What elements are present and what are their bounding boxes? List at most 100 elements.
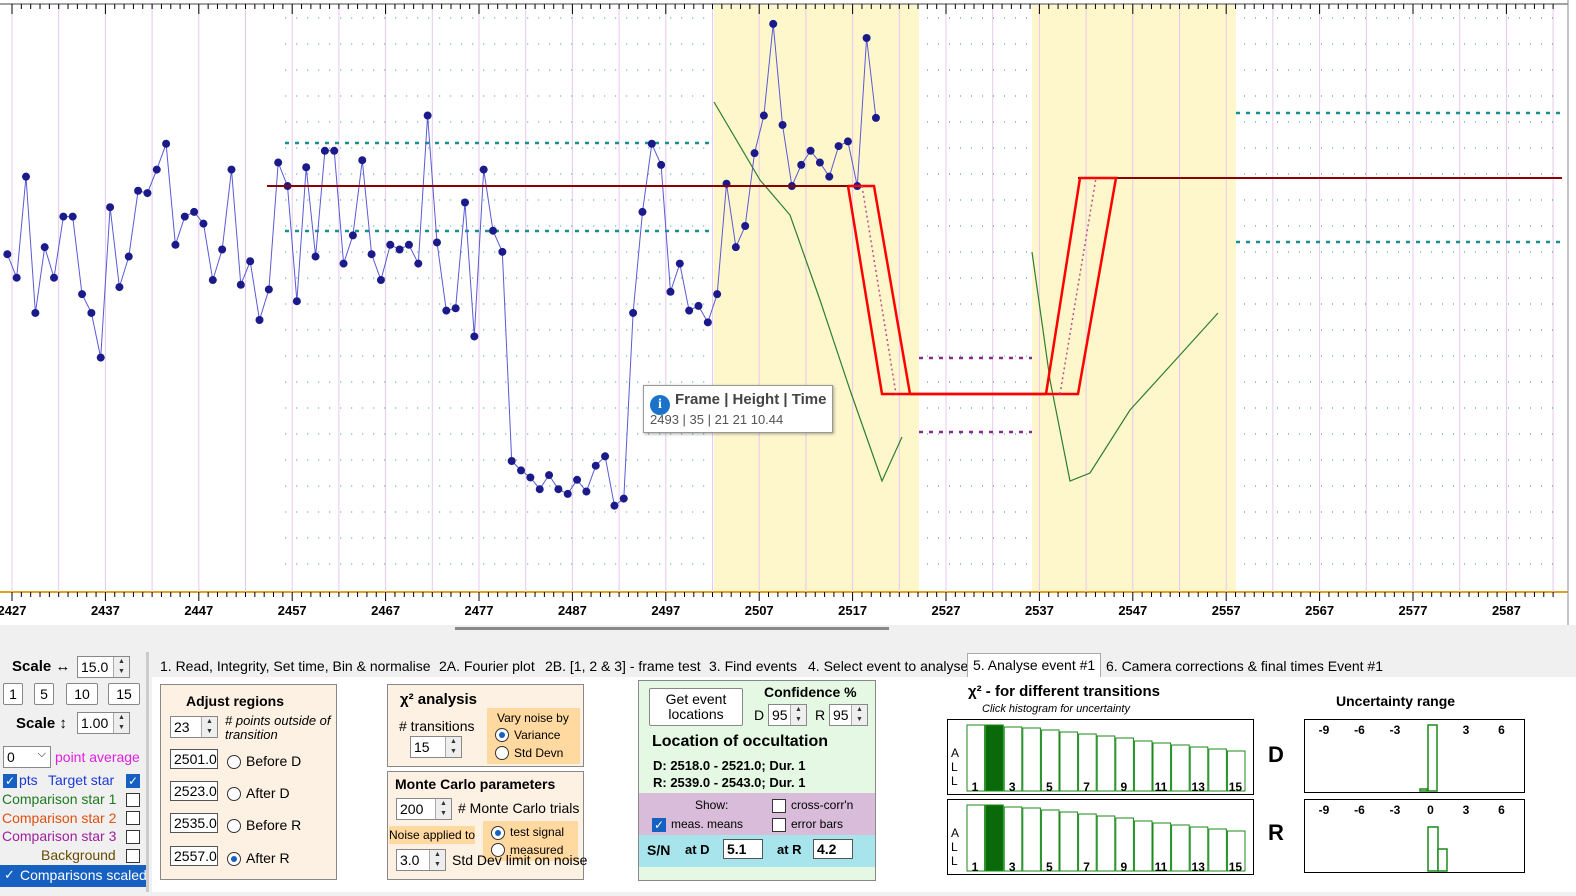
- data-point[interactable]: [106, 203, 115, 212]
- histogram-bar[interactable]: [1003, 726, 1023, 792]
- confidence-r-spinner[interactable]: 95 ▲ ▼: [829, 704, 868, 726]
- data-point[interactable]: [685, 306, 694, 315]
- point-average-select[interactable]: 0 ⌵: [3, 746, 51, 768]
- histogram-bar[interactable]: [1189, 826, 1209, 872]
- data-point[interactable]: [871, 113, 880, 122]
- data-point[interactable]: [591, 461, 600, 470]
- data-point[interactable]: [629, 308, 638, 317]
- data-point[interactable]: [470, 332, 479, 341]
- data-point[interactable]: [414, 259, 423, 268]
- before-r-radio[interactable]: [227, 819, 241, 833]
- spinner-arrows-icon[interactable]: ▲ ▼: [113, 713, 129, 733]
- chi-histogram-r[interactable]: ALL 1 3 5 7 9 11 13 15: [947, 799, 1254, 875]
- data-point[interactable]: [171, 240, 180, 249]
- histogram-bar[interactable]: [1226, 830, 1246, 872]
- data-point[interactable]: [834, 142, 843, 151]
- background-checkbox[interactable]: [126, 849, 140, 863]
- histogram-bar[interactable]: [985, 724, 1004, 792]
- spinner-arrows-icon[interactable]: ▲ ▼: [851, 705, 867, 725]
- histogram-d-bars[interactable]: ALL 1 3 5 7 9 11 13 15: [951, 724, 1246, 794]
- data-point[interactable]: [647, 139, 656, 148]
- data-point[interactable]: [292, 297, 301, 306]
- data-point[interactable]: [601, 452, 610, 461]
- spinner-arrows-icon[interactable]: ▲ ▼: [201, 717, 217, 737]
- variance-radio[interactable]: [495, 728, 509, 742]
- data-point[interactable]: [255, 316, 264, 324]
- histogram-bar[interactable]: [1152, 822, 1172, 872]
- stddev-limit-spinner[interactable]: 3.0 ▲ ▼: [396, 849, 446, 871]
- tab-select-event[interactable]: 4. Select event to analyse: [808, 658, 969, 674]
- after-d-field[interactable]: 2523.0: [170, 781, 218, 801]
- data-point[interactable]: [657, 160, 666, 169]
- data-point[interactable]: [451, 304, 460, 313]
- data-point[interactable]: [507, 457, 516, 465]
- data-point[interactable]: [12, 273, 21, 282]
- quick-15-button[interactable]: 15: [108, 683, 140, 705]
- histogram-bar[interactable]: [966, 724, 986, 792]
- histogram-bar[interactable]: [1096, 735, 1116, 792]
- histogram-bar[interactable]: [1115, 737, 1134, 792]
- data-point[interactable]: [302, 163, 311, 172]
- data-point[interactable]: [199, 219, 208, 228]
- data-point[interactable]: [395, 245, 404, 254]
- data-point[interactable]: [143, 189, 152, 198]
- error-bars-checkbox[interactable]: [772, 818, 786, 832]
- data-point[interactable]: [404, 240, 413, 249]
- data-point[interactable]: [423, 111, 432, 120]
- chi-histogram-d[interactable]: ALL 1 3 5 7 9 11 13 15: [947, 719, 1254, 795]
- quick-1-button[interactable]: 1: [3, 683, 23, 705]
- data-point[interactable]: [694, 301, 703, 310]
- scale-v-spinner[interactable]: 1.00 ▲ ▼: [77, 712, 130, 734]
- data-point[interactable]: [517, 466, 526, 475]
- pts-checkbox[interactable]: ✓: [3, 774, 17, 788]
- measured-radio[interactable]: [491, 843, 505, 857]
- data-point[interactable]: [208, 276, 217, 285]
- spinner-arrows-icon[interactable]: ▲ ▼: [445, 737, 461, 757]
- data-point[interactable]: [320, 146, 329, 155]
- histogram-bar[interactable]: [1115, 817, 1134, 872]
- comparison-1-checkbox[interactable]: [126, 793, 140, 807]
- histogram-bar[interactable]: [1059, 811, 1079, 872]
- data-point[interactable]: [115, 283, 124, 292]
- data-point[interactable]: [769, 19, 778, 28]
- std-devn-radio[interactable]: [495, 746, 509, 760]
- histogram-bar[interactable]: [1171, 824, 1190, 872]
- tab-frame-test[interactable]: 2B. [1, 2 & 3] - frame test: [545, 658, 701, 674]
- light-curve-plot[interactable]: 2427 2437 2447 2457 2467 2477 2487 2497 2507 2517…: [0, 0, 1576, 625]
- data-point[interactable]: [367, 250, 376, 259]
- tab-camera-corrections[interactable]: 6. Camera corrections & final times Even…: [1106, 658, 1384, 674]
- data-point[interactable]: [348, 231, 357, 240]
- histogram-bar[interactable]: [1096, 815, 1116, 872]
- data-point[interactable]: [526, 473, 535, 482]
- histogram-bar[interactable]: [1208, 748, 1227, 792]
- data-point[interactable]: [180, 212, 189, 221]
- tab-read[interactable]: 1. Read, Integrity, Set time, Bin & norm…: [160, 658, 431, 674]
- data-point[interactable]: [563, 489, 572, 498]
- data-point[interactable]: [358, 156, 367, 165]
- data-point[interactable]: [759, 111, 768, 120]
- cross-corr-checkbox[interactable]: [772, 799, 786, 813]
- vertical-scrollbar[interactable]: [146, 652, 149, 892]
- horizontal-scrollbar[interactable]: [455, 627, 889, 630]
- histogram-bar[interactable]: [1133, 740, 1153, 792]
- data-point[interactable]: [713, 290, 722, 299]
- light-curve-svg[interactable]: 2427 2437 2447 2457 2467 2477 2487 2497 2507 2517…: [0, 0, 1576, 625]
- quick-5-button[interactable]: 5: [34, 683, 54, 705]
- data-point[interactable]: [675, 259, 684, 268]
- data-point[interactable]: [87, 308, 96, 317]
- data-point[interactable]: [460, 198, 469, 207]
- data-point[interactable]: [741, 222, 750, 230]
- data-point[interactable]: [843, 137, 852, 146]
- histogram-bar[interactable]: [1078, 813, 1097, 872]
- data-point[interactable]: [703, 318, 712, 327]
- data-point[interactable]: [40, 243, 49, 252]
- data-point[interactable]: [582, 487, 591, 496]
- data-point[interactable]: [31, 308, 40, 317]
- data-point[interactable]: [264, 285, 273, 294]
- data-point[interactable]: [50, 273, 59, 282]
- spinner-arrows-icon[interactable]: ▲ ▼: [429, 850, 445, 870]
- histogram-r-bars[interactable]: ALL 1 3 5 7 9 11 13 15: [951, 804, 1246, 874]
- histogram-bar[interactable]: [1003, 806, 1023, 872]
- data-point[interactable]: [22, 172, 31, 181]
- spinner-arrows-icon[interactable]: ▲ ▼: [113, 657, 129, 677]
